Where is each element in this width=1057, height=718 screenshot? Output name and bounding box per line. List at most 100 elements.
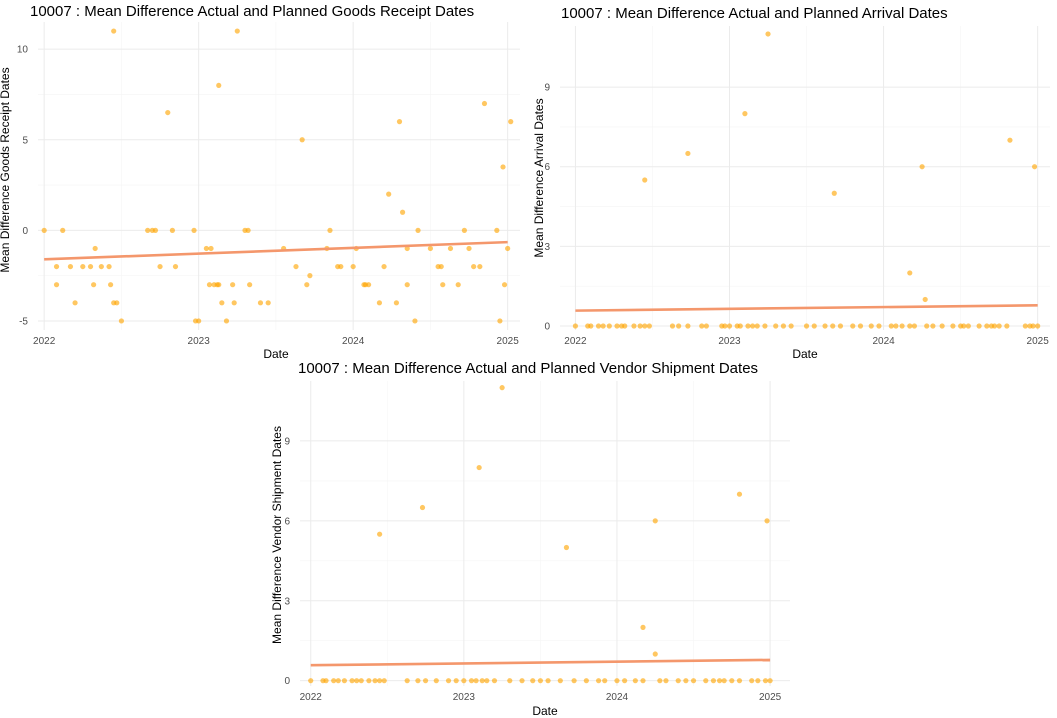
data-point (265, 300, 271, 306)
data-point (152, 227, 159, 233)
data-point (53, 263, 60, 270)
data-point (245, 227, 251, 233)
data-point (716, 678, 723, 684)
data-point (675, 678, 681, 684)
data-point (67, 263, 74, 270)
data-point (996, 323, 1002, 329)
data-point (72, 300, 78, 306)
data-point (750, 323, 756, 329)
trend-line (310, 658, 771, 667)
data-point (307, 273, 313, 279)
data-point (893, 323, 899, 329)
data-point (231, 300, 237, 306)
data-point (831, 190, 837, 196)
data-point (466, 245, 472, 252)
data-point (80, 263, 86, 270)
data-point (145, 227, 151, 233)
x-tick-label: 2025 (1027, 336, 1050, 347)
data-point (631, 323, 637, 329)
data-point (736, 491, 743, 497)
data-point (396, 119, 403, 125)
x-tick-label: 2024 (872, 336, 895, 347)
data-point (1004, 323, 1010, 329)
data-point (919, 164, 925, 170)
data-point (614, 323, 620, 329)
data-point (773, 323, 779, 329)
data-point (203, 245, 209, 252)
data-point (749, 678, 755, 684)
data-point (461, 227, 467, 233)
data-point (736, 678, 743, 684)
data-point (939, 323, 945, 329)
y-tick-label: 9 (544, 83, 550, 94)
data-point (830, 323, 836, 329)
data-point (349, 678, 355, 684)
data-point (477, 263, 483, 270)
data-point (473, 678, 479, 684)
data-point (500, 164, 506, 170)
data-point (377, 678, 383, 684)
data-point (646, 323, 652, 329)
data-point (640, 624, 646, 630)
data-point (710, 678, 717, 684)
data-point (622, 323, 628, 329)
x-tick-label: 2025 (497, 336, 520, 347)
data-point (984, 323, 990, 329)
data-point (293, 263, 299, 270)
data-point (922, 296, 928, 303)
data-point (468, 678, 475, 684)
data-point (1031, 164, 1038, 170)
data-point (754, 323, 760, 329)
data-point (358, 678, 364, 684)
data-point (1030, 323, 1036, 329)
data-point (438, 263, 444, 270)
data-point (1035, 323, 1041, 329)
data-point (632, 678, 638, 684)
data-point (803, 323, 810, 329)
data-point (595, 323, 602, 329)
data-point (491, 678, 498, 684)
data-point (323, 678, 329, 684)
data-point (703, 323, 709, 329)
data-point (419, 504, 426, 511)
data-point (742, 111, 748, 117)
data-point (699, 323, 705, 329)
data-point (108, 282, 114, 288)
data-point (557, 678, 563, 684)
arrival-y-axis-label: Mean Difference Arrival Dates (532, 98, 546, 257)
data-point (519, 678, 525, 684)
data-point (399, 209, 406, 215)
y-tick-label: 0 (22, 226, 28, 237)
data-point (484, 678, 490, 684)
data-point (433, 678, 439, 684)
data-point (930, 323, 936, 329)
data-point (447, 245, 454, 252)
data-point (386, 191, 392, 197)
data-point (381, 263, 387, 270)
data-point (157, 263, 163, 270)
data-point (837, 323, 844, 329)
data-point (911, 323, 918, 329)
data-point (764, 518, 770, 524)
data-point (788, 323, 794, 329)
data-point (165, 109, 171, 116)
data-point (642, 323, 648, 329)
vendor-y-axis-label: Mean Difference Vendor Shipment Dates (270, 426, 284, 644)
data-point (652, 518, 658, 524)
data-point (341, 678, 348, 684)
data-point (657, 678, 663, 684)
data-point (366, 282, 372, 288)
data-point (404, 678, 410, 684)
data-point (640, 678, 646, 684)
data-point (868, 323, 874, 329)
data-point (762, 323, 768, 329)
data-point (755, 678, 761, 684)
goods-chart-panel: 2022 2023 2024 2025 -5 0 5 10 (17, 22, 520, 347)
data-point (366, 678, 372, 684)
y-tick-label: 5 (22, 135, 28, 146)
data-point (415, 678, 421, 684)
trend-line (44, 240, 508, 261)
data-point (991, 323, 998, 329)
data-point (455, 282, 461, 288)
